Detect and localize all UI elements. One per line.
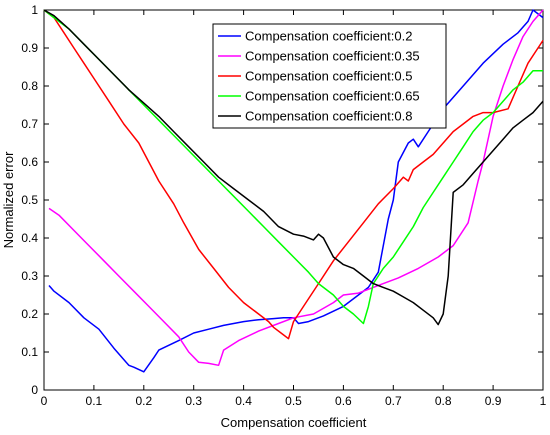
legend-label: Compensation coefficient:0.35 [245,49,420,64]
y-tick-label: 0.2 [21,307,38,321]
legend: Compensation coefficient:0.2 Compensation… [212,23,447,129]
x-tick-label: 0.6 [335,394,352,408]
y-tick-label: 0.7 [21,117,38,131]
x-tick-label: 0.3 [185,394,202,408]
legend-label: Compensation coefficient:0.5 [245,69,412,84]
series-line-5 [43,9,544,326]
x-tick-label: 1 [540,394,547,408]
x-tick-label: 0.7 [385,394,402,408]
series-line-2 [48,9,544,367]
series-line-1 [48,9,544,373]
y-tick-label: 0.4 [21,231,38,245]
x-tick-label: 0.2 [135,394,152,408]
y-tick-label: 0.8 [21,79,38,93]
x-tick-label: 0.9 [485,394,502,408]
series-line-4 [43,9,543,325]
series-line-3 [43,9,544,340]
series-lines [43,9,544,373]
y-tick-label: 0.1 [21,345,38,359]
x-axis-label: Compensation coefficient [221,415,367,430]
y-tick-label: 0.9 [21,41,38,55]
x-tick-label: 0.5 [285,394,302,408]
legend-box [212,23,447,129]
x-tick-label: 0.4 [235,394,252,408]
y-tick-label: 0.5 [21,193,38,207]
x-tick-label: 0 [41,394,48,408]
y-tick-label: 0.3 [21,269,38,283]
legend-label: Compensation coefficient:0.8 [245,109,412,124]
x-tick-label: 0.8 [435,394,452,408]
legend-label: Compensation coefficient:0.2 [245,29,412,44]
y-tick-label: 0 [31,383,38,397]
axis-ticks: 0 0.1 0.2 0.3 0.4 0.5 0.6 0.7 0.8 0.9 1 0 0.1 0.2 0.3 0… [21,3,546,408]
y-tick-label: 0.6 [21,155,38,169]
legend-label: Compensation coefficient:0.65 [245,89,420,104]
y-axis-label: Normalized error [1,151,16,248]
x-tick-label: 0.1 [86,394,103,408]
y-tick-label: 1 [31,3,38,17]
